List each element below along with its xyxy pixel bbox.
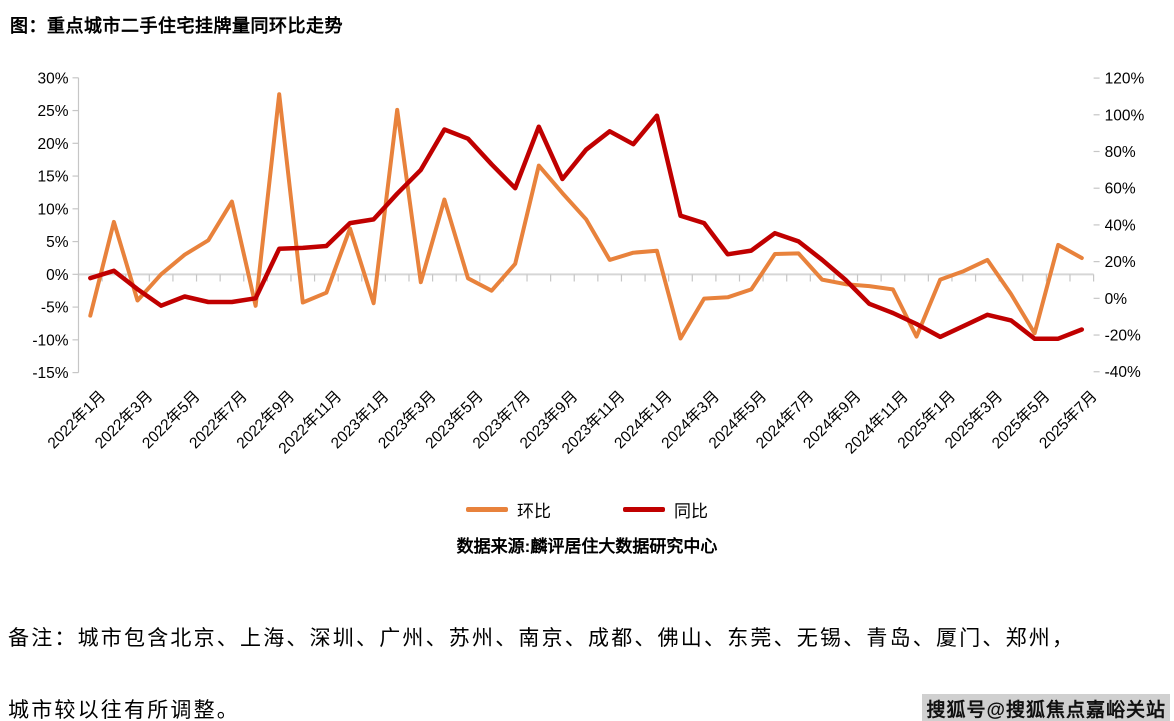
sohu-watermark: 搜狐号@搜狐焦点嘉峪关站 [922,694,1170,721]
legend-item-mom: 环比 [466,497,551,522]
left-axis-tick-label: 5% [46,234,69,251]
left-axis-tick-label: 20% [37,136,68,153]
data-source-caption: 数据来源:麟评居住大数据研究中心 [456,537,718,556]
left-axis-tick-label: 10% [37,201,68,218]
left-axis-tick-label: -10% [32,332,68,349]
left-axis-tick-label: -5% [41,300,69,317]
legend-item-yoy: 同比 [623,497,708,522]
yoy-line-swatch-icon [623,507,665,512]
footnote-line-1: 备注：城市包含北京、上海、深圳、广州、苏州、南京、成都、佛山、东莞、无锡、青岛、… [8,626,1076,650]
left-axis-tick-label: 15% [37,169,68,186]
right-axis-tick-label: -20% [1105,328,1141,345]
right-axis-tick-label: 100% [1105,107,1145,124]
footnote-line-2: 城市较以往有所调整。 [8,698,240,721]
mom-line-swatch-icon [466,507,508,512]
chart-title: 图：重点城市二手住宅挂牌量同环比走势 [10,16,343,36]
line-chart: 30% 25% 20% 15% 10% 5% 0% -5% -10% -15% 120% 100% 80… [32,70,1144,457]
legend-label-mom: 环比 [517,502,551,521]
chart-legend: 环比 同比 [0,497,1174,522]
series-line-同比 [88,113,1085,341]
right-axis-tick-label: 80% [1105,144,1136,161]
legend-label-yoy: 同比 [674,502,708,521]
right-axis-tick-label: 120% [1105,71,1145,88]
right-axis-tick-label: 60% [1105,181,1136,198]
right-axis-tick-label: -40% [1105,364,1141,381]
left-axis-tick-label: 0% [46,267,69,284]
right-axis-tick-label: 40% [1105,217,1136,234]
right-axis-tick-label: 20% [1105,254,1136,271]
series-line-环比 [88,92,1084,341]
x-axis-labels: 2022年1月2022年3月2022年5月2022年7月2022年9月2022年… [44,387,1101,457]
right-axis-tick-label: 0% [1105,291,1128,308]
left-axis-tick-label: 25% [37,103,68,120]
left-axis-tick-label: -15% [32,365,68,382]
axes: 30% 25% 20% 15% 10% 5% 0% -5% -10% -15% 120% 100% 80… [32,70,1144,382]
left-axis-tick-label: 30% [37,70,68,87]
